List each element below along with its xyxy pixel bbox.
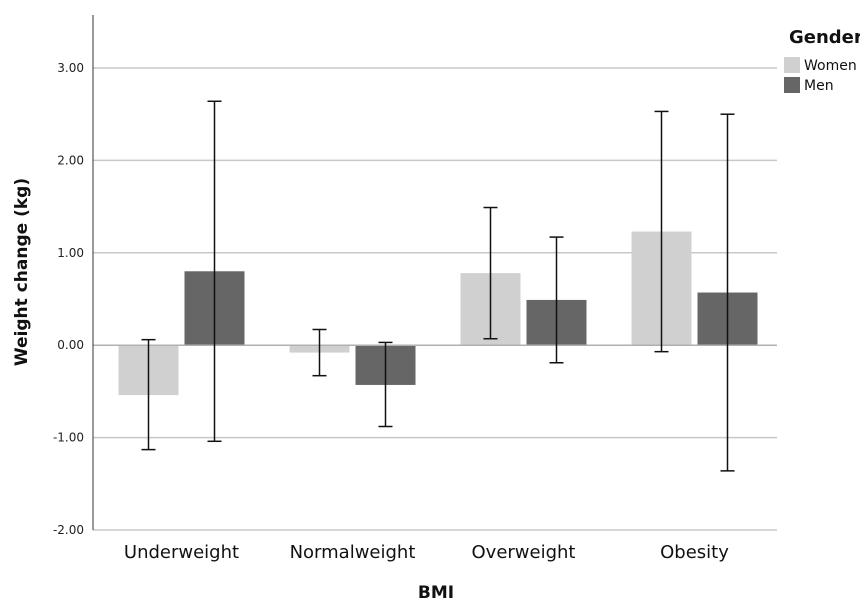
x-axis-title: BMI: [418, 583, 454, 601]
y-tick-label: 1.00: [57, 246, 84, 260]
y-tick-label: -1.00: [53, 431, 84, 445]
y-tick-label: 2.00: [57, 153, 84, 167]
bars: [93, 231, 777, 396]
error-bars: [141, 100, 735, 472]
y-tick-labels: -2.00 -1.00 0.00 1.00 2.00 3.00: [53, 61, 84, 537]
x-category-label: Underweight: [124, 542, 239, 563]
y-tick-label: 3.00: [57, 61, 84, 75]
legend-swatch-men: [784, 77, 800, 93]
x-category-label: Overweight: [472, 542, 576, 563]
x-category-labels: Underweight Normalweight Overweight Obesity: [124, 542, 729, 563]
legend-title: Gender: [789, 27, 860, 48]
legend-swatch-women: [784, 57, 800, 73]
y-axis-title: Weight change (kg): [12, 178, 32, 366]
y-tick-label: 0.00: [57, 338, 84, 352]
legend-label-women: Women: [804, 58, 857, 74]
x-category-label: Normalweight: [290, 542, 416, 563]
legend: Gender Women Men: [784, 27, 860, 94]
legend-label-men: Men: [804, 78, 834, 94]
y-tick-label: -2.00: [53, 523, 84, 537]
x-category-label: Obesity: [660, 542, 729, 563]
